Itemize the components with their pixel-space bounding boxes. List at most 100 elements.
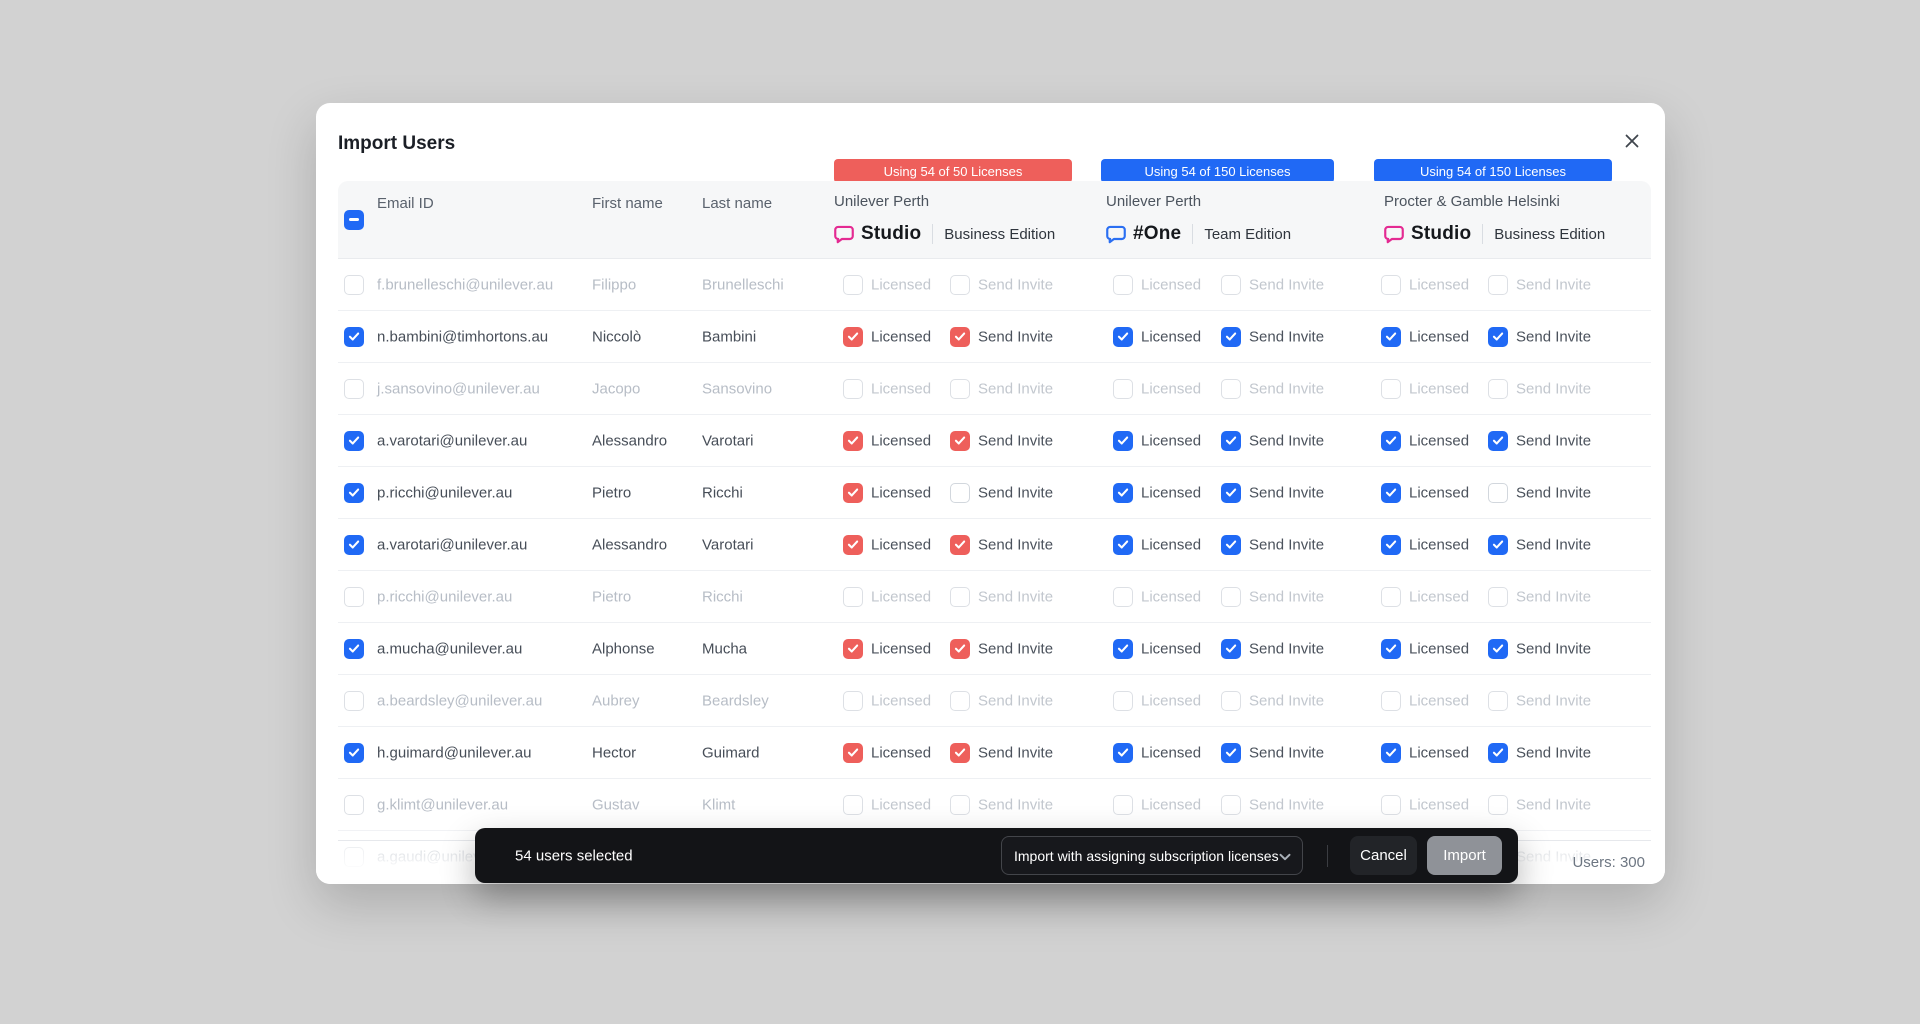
row-select-checkbox[interactable] xyxy=(344,638,364,659)
licensed-label: Licensed xyxy=(1409,640,1470,657)
send-invite-label: Send Invite xyxy=(1516,796,1592,813)
licensed-label: Licensed xyxy=(1409,484,1470,501)
licensed-checkbox[interactable] xyxy=(843,794,863,815)
product-name: #One xyxy=(1133,223,1182,244)
row-select-checkbox[interactable] xyxy=(344,846,364,867)
send-invite-checkbox[interactable] xyxy=(1221,794,1241,815)
license-usage-badge: Using 54 of 150 Licenses xyxy=(1374,159,1612,183)
licensed-checkbox[interactable] xyxy=(1113,586,1133,607)
licensed-checkbox[interactable] xyxy=(843,742,863,763)
cancel-button[interactable]: Cancel xyxy=(1350,836,1417,875)
licensed-checkbox[interactable] xyxy=(1381,274,1401,295)
licensed-checkbox[interactable] xyxy=(1113,794,1133,815)
row-select-checkbox[interactable] xyxy=(344,794,364,815)
row-select-checkbox[interactable] xyxy=(344,430,364,451)
send-invite-checkbox[interactable] xyxy=(1221,534,1241,555)
send-invite-checkbox[interactable] xyxy=(950,638,970,659)
licensed-checkbox[interactable] xyxy=(1381,690,1401,711)
send-invite-checkbox[interactable] xyxy=(1221,274,1241,295)
licensed-checkbox[interactable] xyxy=(1113,742,1133,763)
send-invite-checkbox[interactable] xyxy=(1221,638,1241,659)
licensed-checkbox[interactable] xyxy=(843,482,863,503)
send-invite-checkbox[interactable] xyxy=(950,690,970,711)
send-invite-checkbox[interactable] xyxy=(950,534,970,555)
send-invite-checkbox[interactable] xyxy=(1221,326,1241,347)
send-invite-checkbox[interactable] xyxy=(1221,586,1241,607)
send-invite-checkbox[interactable] xyxy=(1488,274,1508,295)
licensed-checkbox[interactable] xyxy=(1113,326,1133,347)
send-invite-checkbox[interactable] xyxy=(950,742,970,763)
import-button[interactable]: Import xyxy=(1427,836,1502,875)
licensed-checkbox[interactable] xyxy=(843,274,863,295)
send-invite-checkbox[interactable] xyxy=(1488,638,1508,659)
import-mode-dropdown[interactable]: Import with assigning subscription licen… xyxy=(1001,836,1303,875)
licensed-checkbox[interactable] xyxy=(1381,742,1401,763)
licensed-checkbox[interactable] xyxy=(1113,274,1133,295)
row-first-name: Alphonse xyxy=(592,640,655,657)
send-invite-checkbox[interactable] xyxy=(1488,534,1508,555)
licensed-checkbox[interactable] xyxy=(1381,586,1401,607)
row-select-checkbox[interactable] xyxy=(344,534,364,555)
licensed-checkbox[interactable] xyxy=(843,326,863,347)
divider xyxy=(1192,224,1194,244)
send-invite-checkbox[interactable] xyxy=(1488,378,1508,399)
send-invite-checkbox[interactable] xyxy=(1221,482,1241,503)
send-invite-label: Send Invite xyxy=(978,744,1054,761)
licensed-checkbox[interactable] xyxy=(843,430,863,451)
close-button[interactable] xyxy=(1617,127,1647,157)
licensed-checkbox[interactable] xyxy=(1381,430,1401,451)
licensed-checkbox[interactable] xyxy=(843,638,863,659)
send-invite-checkbox[interactable] xyxy=(1221,430,1241,451)
row-select-checkbox[interactable] xyxy=(344,378,364,399)
licensed-checkbox[interactable] xyxy=(1381,378,1401,399)
table-row: p.ricchi@unilever.au Pietro Ricchi Licensed… xyxy=(338,467,1651,519)
send-invite-checkbox[interactable] xyxy=(1221,742,1241,763)
send-invite-checkbox[interactable] xyxy=(1488,482,1508,503)
row-first-name: Hector xyxy=(592,744,637,761)
row-select-checkbox[interactable] xyxy=(344,690,364,711)
row-email: a.varotari@unilever.au xyxy=(377,432,528,449)
licensed-checkbox[interactable] xyxy=(1113,378,1133,399)
send-invite-label: Send Invite xyxy=(978,692,1054,709)
licensed-checkbox[interactable] xyxy=(843,378,863,399)
licensed-checkbox[interactable] xyxy=(1113,534,1133,555)
licensed-checkbox[interactable] xyxy=(1113,638,1133,659)
chevron-down-icon xyxy=(1279,848,1291,864)
row-select-checkbox[interactable] xyxy=(344,482,364,503)
send-invite-checkbox[interactable] xyxy=(950,274,970,295)
send-invite-checkbox[interactable] xyxy=(950,378,970,399)
licensed-checkbox[interactable] xyxy=(1381,638,1401,659)
row-select-checkbox[interactable] xyxy=(344,586,364,607)
row-select-checkbox[interactable] xyxy=(344,326,364,347)
send-invite-checkbox[interactable] xyxy=(950,430,970,451)
row-select-checkbox[interactable] xyxy=(344,274,364,295)
send-invite-checkbox[interactable] xyxy=(1488,690,1508,711)
licensed-checkbox[interactable] xyxy=(843,534,863,555)
licensed-checkbox[interactable] xyxy=(1113,430,1133,451)
send-invite-checkbox[interactable] xyxy=(1221,690,1241,711)
send-invite-checkbox[interactable] xyxy=(1488,586,1508,607)
send-invite-checkbox[interactable] xyxy=(1488,742,1508,763)
licensed-checkbox[interactable] xyxy=(1381,794,1401,815)
licensed-checkbox[interactable] xyxy=(843,586,863,607)
send-invite-checkbox[interactable] xyxy=(1221,378,1241,399)
licensed-label: Licensed xyxy=(871,692,932,709)
licensed-checkbox[interactable] xyxy=(1381,326,1401,347)
licensed-label: Licensed xyxy=(1141,796,1202,813)
send-invite-checkbox[interactable] xyxy=(950,586,970,607)
send-invite-checkbox[interactable] xyxy=(1488,326,1508,347)
table-row: p.ricchi@unilever.au Pietro Ricchi Licensed… xyxy=(338,571,1651,623)
licensed-checkbox[interactable] xyxy=(1381,534,1401,555)
licensed-checkbox[interactable] xyxy=(843,690,863,711)
licensed-checkbox[interactable] xyxy=(1113,690,1133,711)
send-invite-checkbox[interactable] xyxy=(1488,794,1508,815)
send-invite-checkbox[interactable] xyxy=(950,794,970,815)
send-invite-checkbox[interactable] xyxy=(950,326,970,347)
row-select-checkbox[interactable] xyxy=(344,742,364,763)
select-all-checkbox[interactable] xyxy=(344,209,364,230)
licensed-checkbox[interactable] xyxy=(1113,482,1133,503)
send-invite-checkbox[interactable] xyxy=(1488,430,1508,451)
send-invite-checkbox[interactable] xyxy=(950,482,970,503)
send-invite-label: Send Invite xyxy=(1516,432,1592,449)
licensed-checkbox[interactable] xyxy=(1381,482,1401,503)
